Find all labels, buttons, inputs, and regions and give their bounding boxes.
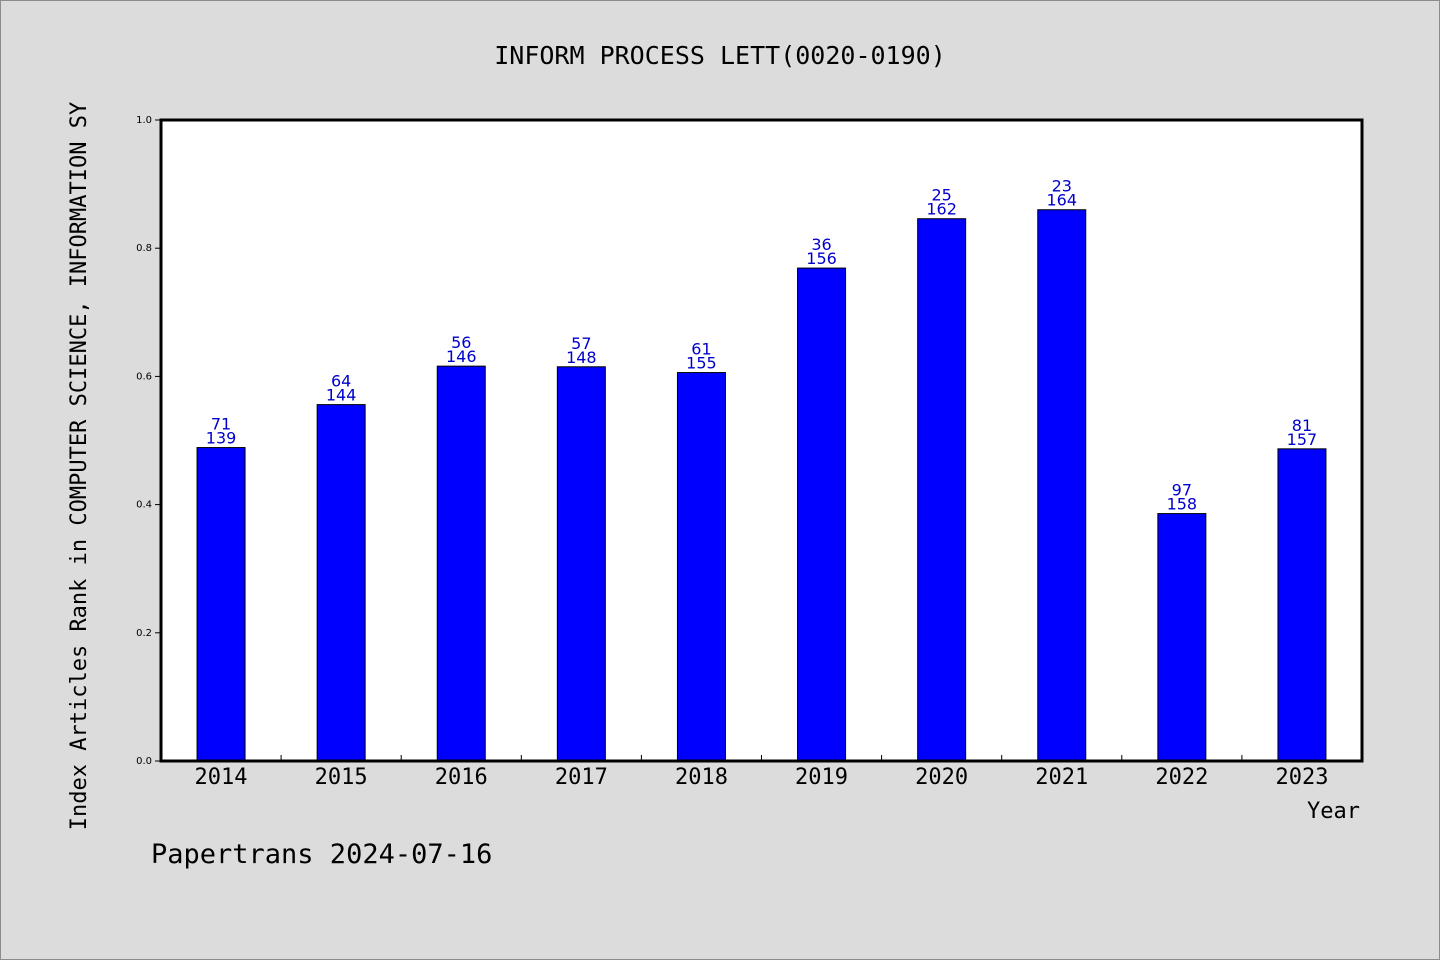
x-tick-label: 2020 (915, 765, 968, 790)
bar-2016 (436, 365, 486, 762)
y-tick-label: 0.6 (136, 371, 152, 382)
x-tick-label: 2017 (555, 765, 608, 790)
bar-2023 (1277, 448, 1327, 762)
x-tick-label: 2014 (195, 765, 248, 790)
bar-rank-label: 64 (331, 372, 351, 391)
bar-2020 (917, 218, 967, 762)
x-tick-label: 2015 (315, 765, 368, 790)
bar-total-label: 162 (926, 200, 957, 219)
plot-frame (159, 118, 1364, 763)
bar-2014 (196, 447, 246, 762)
bar-total-label: 155 (686, 354, 717, 373)
y-axis-ticks: 0.0 0.2 0.4 0.6 0.8 1.0 (136, 115, 161, 767)
bar-rank-label: 71 (211, 415, 231, 434)
x-axis-label: Year (1307, 799, 1360, 824)
bar-total-label: 156 (806, 249, 837, 268)
bar-2022 (1157, 513, 1207, 762)
x-tick-label: 2022 (1155, 765, 1208, 790)
x-tick-label: 2023 (1275, 765, 1328, 790)
y-tick-label: 0.2 (136, 628, 152, 639)
x-tick-label: 2021 (1035, 765, 1088, 790)
y-tick-label: 0.8 (136, 243, 152, 254)
y-axis-label: Index Articles Rank in COMPUTER SCIENCE,… (67, 102, 92, 830)
bar-2021 (1037, 209, 1087, 762)
chart-title: INFORM PROCESS LETT(0020-0190) (494, 41, 946, 70)
bar-rank-label: 23 (1052, 177, 1072, 196)
x-tick-label: 2018 (675, 765, 728, 790)
bar-total-label: 158 (1167, 495, 1198, 514)
x-axis-ticks: 2014 2015 2016 2017 2018 2019 2020 2021 2022 2023 (195, 755, 1328, 790)
bar-total-label: 157 (1287, 430, 1318, 449)
bar-rank-label: 97 (1172, 481, 1192, 500)
y-tick-label: 0.4 (136, 500, 152, 511)
y-tick-label: 1.0 (136, 115, 152, 126)
x-tick-label: 2016 (435, 765, 488, 790)
bar-2019 (797, 267, 847, 762)
bar-rank-label: 56 (451, 333, 471, 352)
bar-rank-label: 57 (571, 334, 591, 353)
bar-rank-label: 81 (1292, 416, 1312, 435)
bar-2017 (556, 366, 606, 762)
bar-total-label: 139 (206, 429, 237, 448)
bar-total-label: 146 (446, 347, 477, 366)
x-tick-label: 2019 (795, 765, 848, 790)
bar-2018 (676, 372, 726, 762)
bar-total-label: 144 (326, 386, 357, 405)
bar-rank-label: 61 (691, 340, 711, 359)
y-tick-label: 0.0 (136, 756, 152, 767)
bar-total-label: 164 (1046, 191, 1077, 210)
bar-rank-label: 25 (931, 186, 951, 205)
bar-total-label: 148 (566, 348, 597, 367)
bar-2015 (316, 404, 366, 762)
footer-watermark: Papertrans 2024-07-16 (151, 839, 492, 870)
bar-rank-label: 36 (811, 235, 831, 254)
